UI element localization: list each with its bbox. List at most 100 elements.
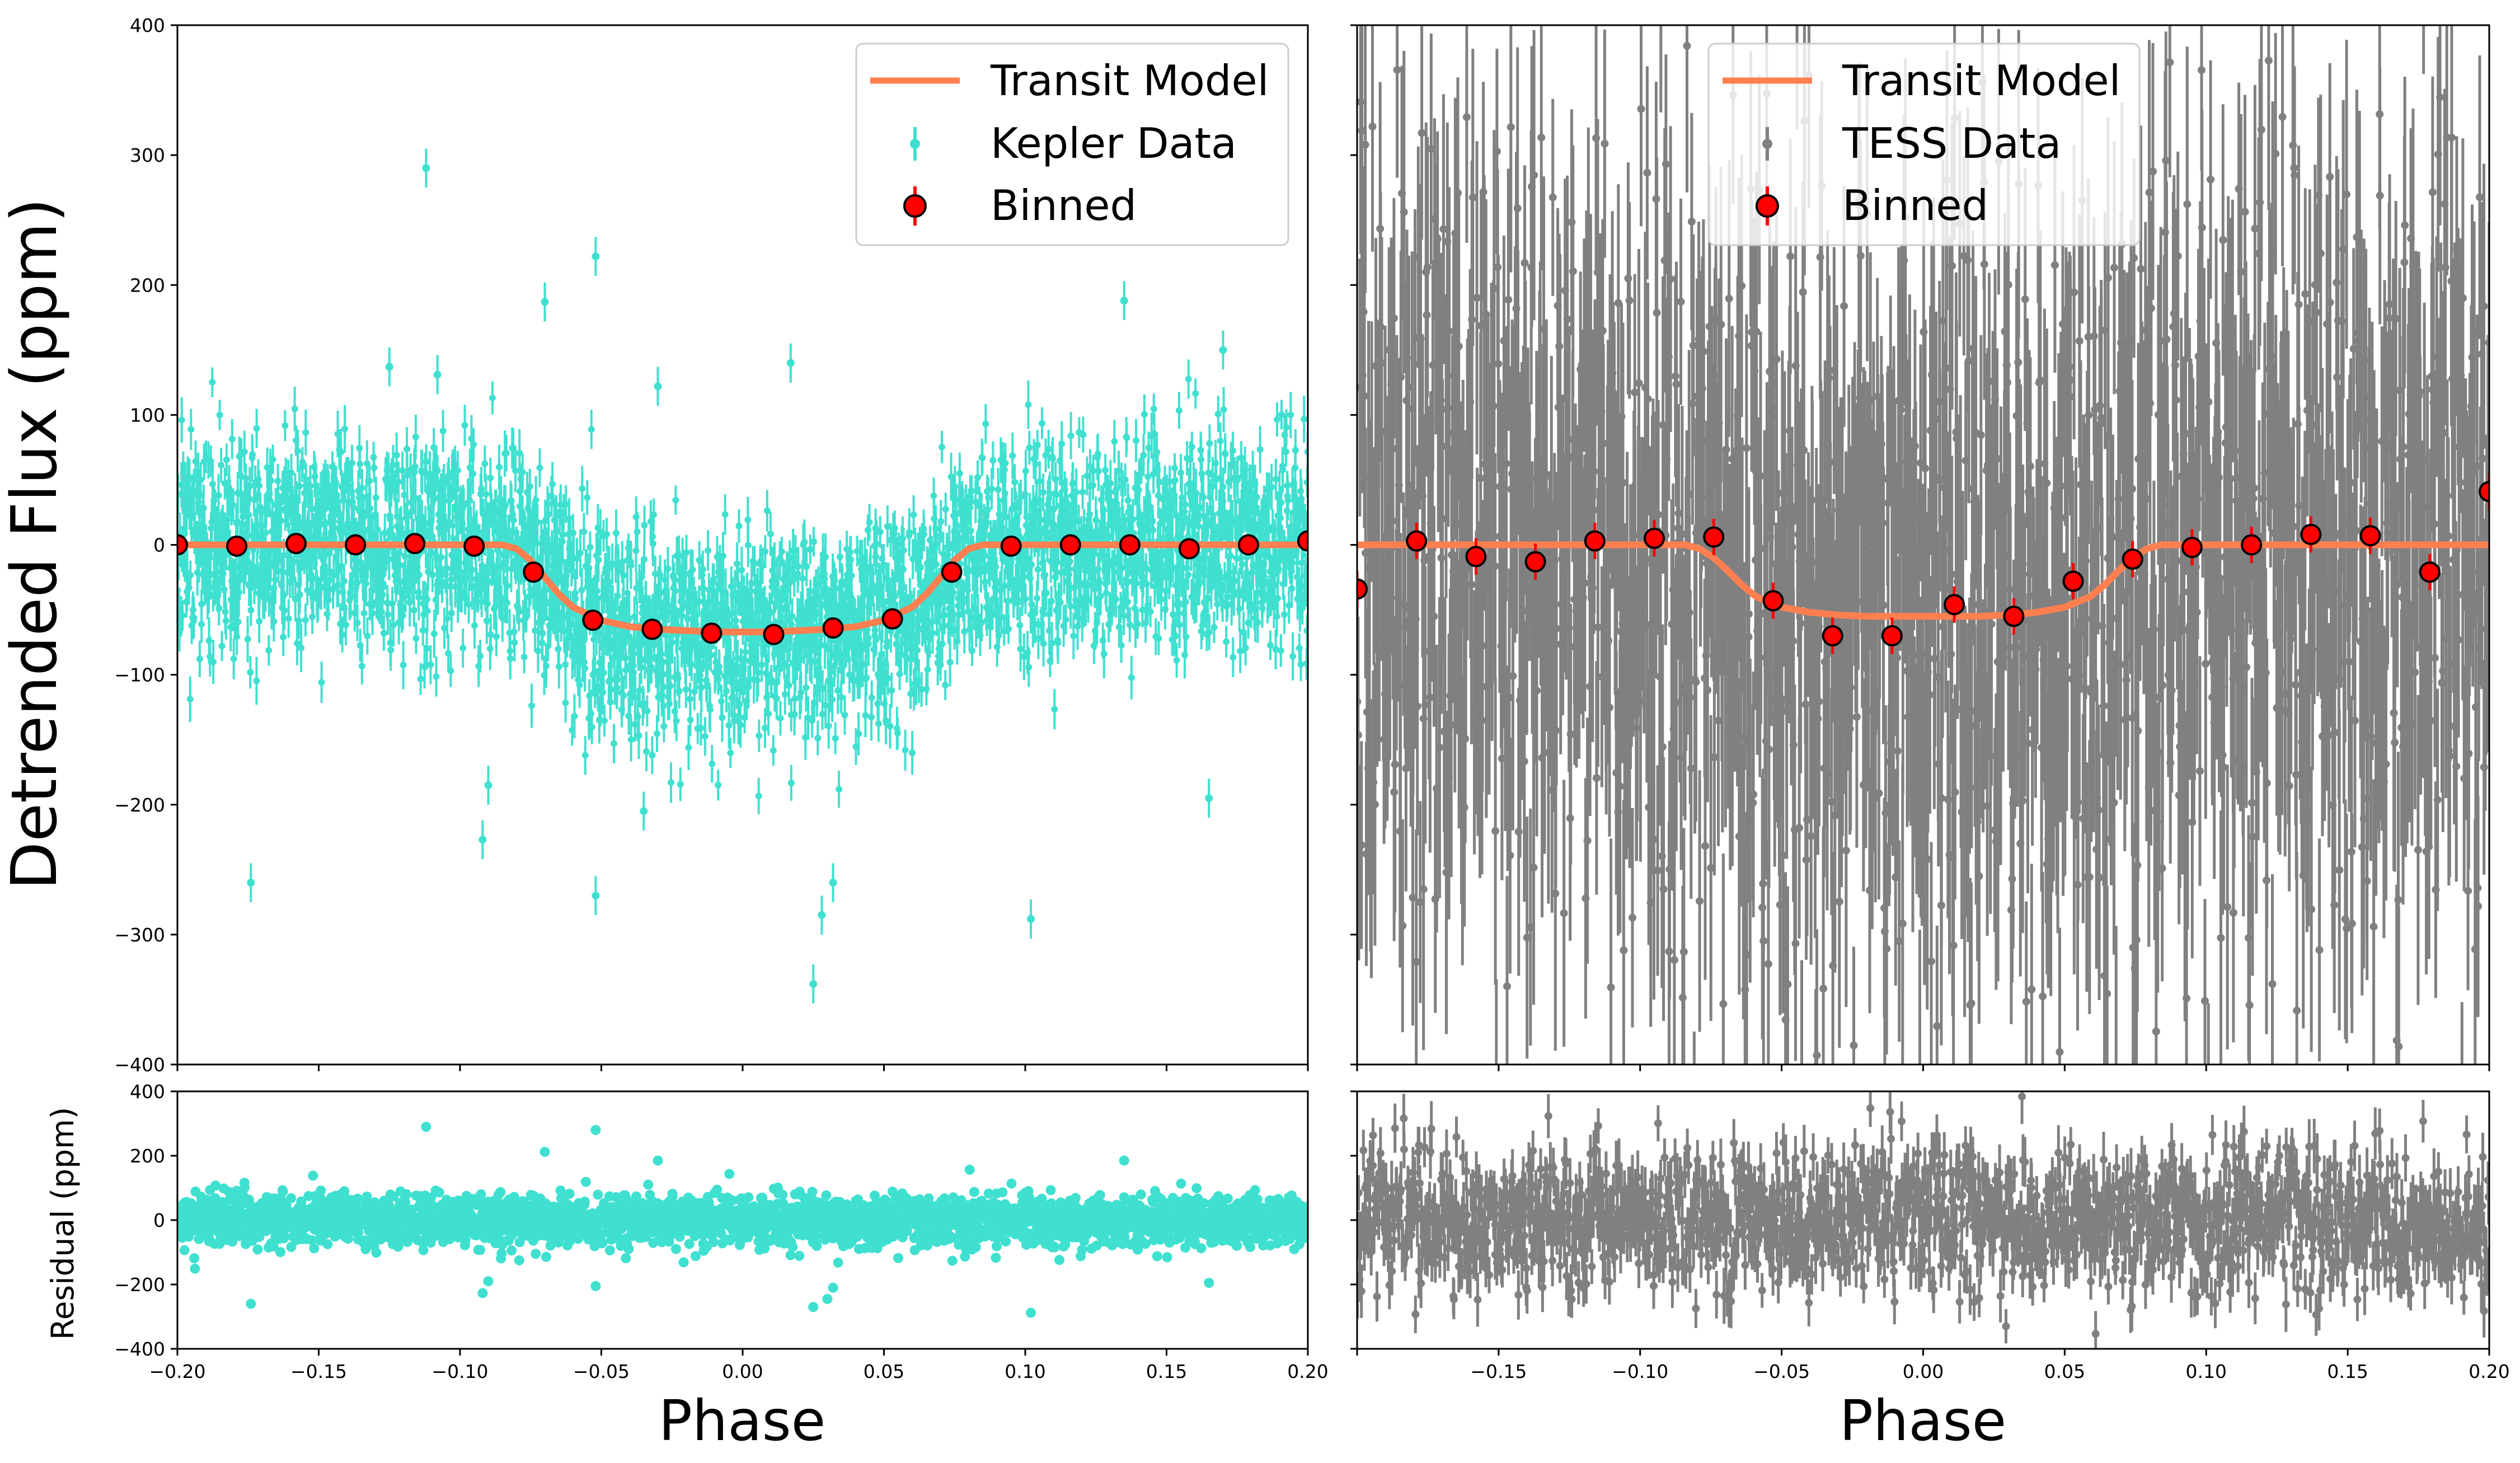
raw-data-point bbox=[440, 480, 448, 487]
raw-data-point bbox=[553, 528, 561, 535]
raw-data-point bbox=[842, 644, 850, 651]
raw-data-point bbox=[891, 524, 898, 532]
raw-data-point bbox=[855, 730, 862, 738]
raw-data-point bbox=[665, 700, 673, 707]
raw-data-point bbox=[517, 476, 524, 483]
raw-data-point bbox=[197, 477, 204, 484]
raw-data-point bbox=[518, 557, 525, 564]
raw-data-point bbox=[889, 585, 896, 592]
raw-data-point bbox=[270, 584, 278, 592]
raw-data-point bbox=[891, 576, 899, 583]
raw-data-point bbox=[836, 786, 843, 793]
raw-data-point bbox=[763, 507, 771, 514]
raw-data-point bbox=[774, 572, 781, 579]
raw-data-point bbox=[210, 570, 218, 578]
raw-data-point bbox=[765, 710, 772, 718]
raw-data-point bbox=[733, 662, 740, 669]
raw-data-point bbox=[367, 551, 374, 558]
raw-data-point bbox=[859, 602, 866, 609]
raw-data-point bbox=[468, 566, 475, 574]
raw-data-point bbox=[637, 584, 644, 591]
raw-data-point bbox=[411, 468, 418, 476]
raw-data-point bbox=[177, 561, 182, 568]
raw-data-point bbox=[781, 640, 787, 647]
raw-data-point bbox=[272, 576, 279, 583]
raw-data-point bbox=[201, 529, 208, 537]
raw-data-point bbox=[634, 713, 641, 720]
raw-data-point bbox=[409, 555, 416, 562]
raw-data-point bbox=[249, 451, 256, 458]
raw-data-point bbox=[393, 513, 401, 520]
raw-data-point bbox=[278, 582, 285, 589]
raw-data-point bbox=[789, 565, 796, 573]
raw-data-point bbox=[453, 553, 460, 560]
raw-data-point bbox=[450, 474, 457, 481]
raw-data-point bbox=[341, 425, 349, 433]
raw-data-point bbox=[635, 650, 642, 657]
raw-data-point bbox=[906, 593, 913, 601]
raw-data-point bbox=[842, 594, 850, 601]
raw-data-point bbox=[716, 669, 723, 676]
raw-data-point bbox=[431, 481, 438, 489]
raw-data-point bbox=[303, 551, 310, 559]
raw-data-point bbox=[736, 597, 744, 604]
raw-data-point bbox=[423, 645, 430, 652]
raw-data-point bbox=[626, 615, 633, 622]
raw-data-point bbox=[847, 548, 854, 556]
raw-data-point bbox=[743, 697, 750, 704]
raw-data-point bbox=[846, 671, 853, 678]
raw-data-point bbox=[786, 554, 794, 561]
raw-data-point bbox=[213, 584, 220, 592]
raw-data-point bbox=[578, 587, 585, 594]
raw-data-point bbox=[801, 638, 809, 645]
raw-data-point bbox=[311, 473, 318, 480]
raw-data-point bbox=[881, 700, 888, 707]
raw-data-point bbox=[660, 723, 668, 730]
raw-data-point bbox=[396, 562, 403, 569]
raw-data-point bbox=[448, 576, 455, 583]
raw-data-point bbox=[349, 459, 355, 467]
raw-data-point bbox=[739, 609, 746, 616]
raw-data-point bbox=[781, 691, 789, 698]
raw-data-point bbox=[222, 608, 229, 615]
raw-data-point bbox=[791, 695, 799, 702]
raw-data-point bbox=[914, 608, 922, 615]
raw-data-point bbox=[311, 463, 318, 471]
raw-data-point bbox=[194, 534, 201, 542]
raw-data-point bbox=[708, 760, 716, 767]
raw-data-point bbox=[426, 551, 434, 559]
raw-data-point bbox=[853, 547, 861, 555]
raw-data-point bbox=[515, 574, 522, 582]
raw-data-point bbox=[827, 688, 834, 695]
raw-data-point bbox=[363, 460, 370, 467]
raw-data-point bbox=[567, 634, 575, 641]
raw-data-point bbox=[600, 669, 607, 676]
raw-data-point bbox=[478, 485, 485, 493]
raw-data-point bbox=[351, 609, 358, 617]
raw-data-point bbox=[554, 579, 561, 586]
raw-data-point bbox=[226, 495, 233, 502]
raw-data-point bbox=[255, 476, 262, 484]
raw-data-point bbox=[551, 542, 559, 550]
raw-data-point bbox=[400, 662, 407, 669]
raw-data-point bbox=[196, 655, 203, 663]
raw-data-point bbox=[831, 576, 838, 584]
raw-data-point bbox=[679, 612, 686, 620]
raw-data-point bbox=[763, 694, 771, 701]
raw-data-point bbox=[660, 702, 667, 710]
raw-data-point bbox=[434, 588, 442, 595]
raw-data-point bbox=[730, 678, 738, 686]
raw-data-point bbox=[608, 604, 616, 611]
raw-data-point bbox=[682, 686, 689, 693]
raw-data-point bbox=[647, 518, 654, 525]
raw-data-point bbox=[265, 570, 272, 577]
raw-data-point bbox=[409, 508, 415, 515]
raw-data-point bbox=[764, 671, 771, 678]
raw-data-point bbox=[227, 596, 234, 603]
raw-data-point bbox=[620, 636, 627, 644]
raw-data-point bbox=[909, 749, 916, 757]
raw-data-point bbox=[844, 602, 852, 609]
raw-data-point bbox=[470, 441, 477, 448]
raw-data-point bbox=[417, 676, 424, 683]
raw-data-point bbox=[562, 699, 569, 706]
